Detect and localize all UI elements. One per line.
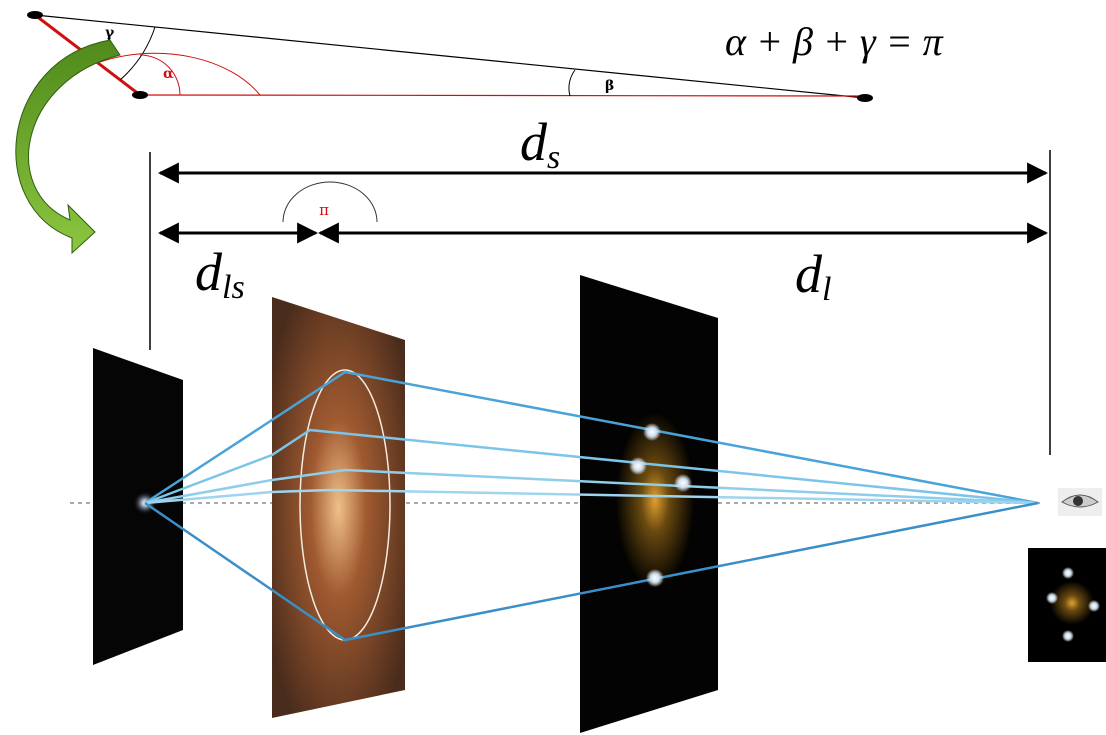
subscript: ls bbox=[222, 269, 245, 306]
angle-label: β bbox=[605, 78, 614, 94]
lensed-image bbox=[629, 457, 647, 475]
lens-plane bbox=[272, 297, 405, 718]
junction-arc bbox=[283, 182, 377, 222]
junction-label: π bbox=[319, 201, 329, 219]
lensed-image bbox=[643, 423, 661, 441]
symbol: d bbox=[520, 112, 548, 172]
equation: α + β + γ = π bbox=[725, 19, 944, 64]
observer-eye bbox=[1058, 488, 1102, 516]
observed-image bbox=[1028, 548, 1106, 662]
distance-label: dls bbox=[195, 242, 245, 306]
lensed-image bbox=[674, 474, 692, 492]
lensing-diagram: γ α β α + β + γ = π π ds dls dl bbox=[0, 0, 1106, 735]
subscript: s bbox=[547, 139, 560, 176]
symbol: d bbox=[795, 244, 823, 304]
distance-label: dl bbox=[795, 244, 831, 308]
angle-label: α bbox=[163, 66, 174, 82]
subscript: l bbox=[822, 271, 831, 308]
symbol: d bbox=[195, 242, 223, 302]
distance-label: ds bbox=[520, 112, 560, 176]
lensed-image bbox=[646, 569, 664, 587]
curved-arrow bbox=[16, 40, 120, 253]
angle-label: γ bbox=[105, 25, 115, 41]
